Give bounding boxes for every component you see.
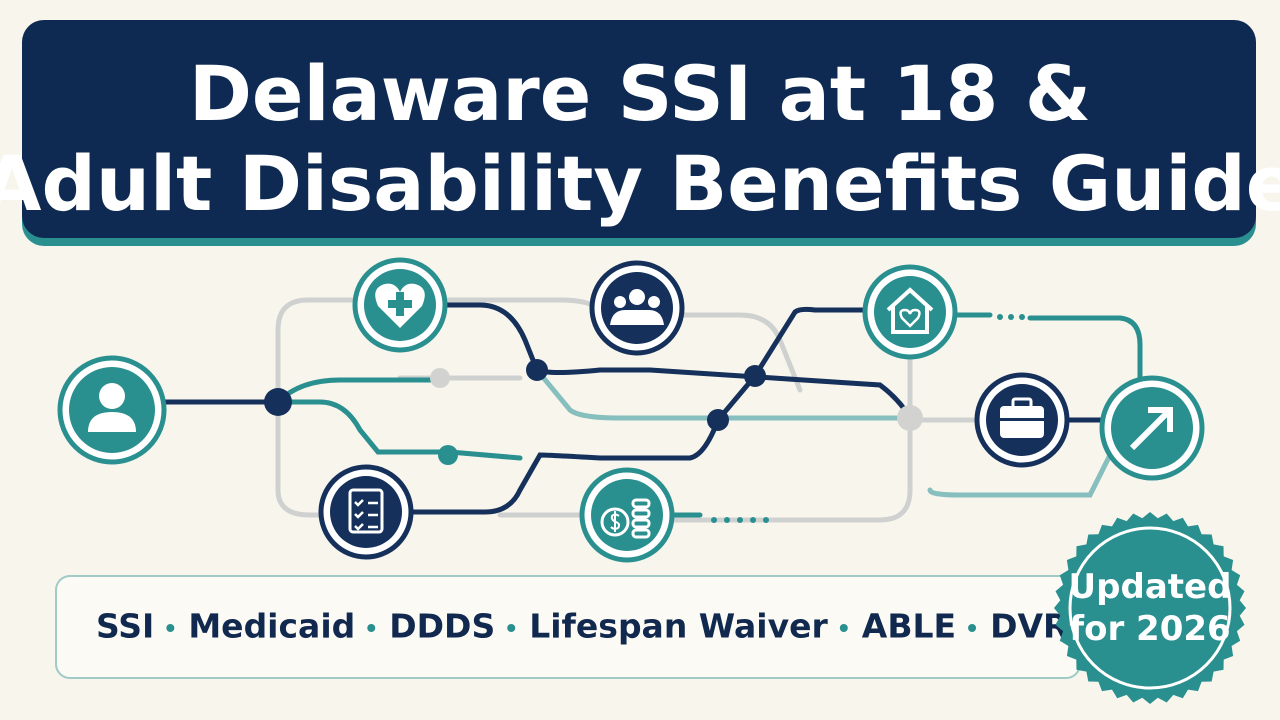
tag-separator [166,624,175,632]
tag-separator [507,624,516,632]
tag: Medicaid [188,607,355,646]
badge: Updated for 2026 [1054,512,1246,704]
tags: SSI Medicaid DDDS Lifespan Waiver ABLE DVR [96,607,1068,646]
tag: DDDS [389,607,495,646]
title-line: Adult Disability Benefits Guide [0,139,1280,228]
housing-icon [862,264,958,360]
money-icon [579,467,675,563]
tag-separator [968,624,977,632]
checklist-icon [318,464,414,560]
tag-separator [367,624,376,632]
title-line: Delaware SSI at 18 & [189,49,1091,138]
badge-seal [1054,512,1246,704]
badge-ring [1068,526,1232,690]
community-icon [589,260,685,356]
tag-separator [839,624,848,632]
person-icon [57,355,167,465]
tag: ABLE [862,607,956,646]
health-icon [352,257,448,353]
badge-text: for 2026 [1069,609,1230,649]
employment-icon [974,372,1070,468]
tag: SSI [96,607,154,646]
badge-text: Updated [1069,567,1232,607]
tag: DVR [990,607,1068,646]
tag: Lifespan Waiver [529,607,828,646]
title-box [22,20,1256,238]
network [57,257,1205,563]
goal-icon [1099,375,1205,481]
